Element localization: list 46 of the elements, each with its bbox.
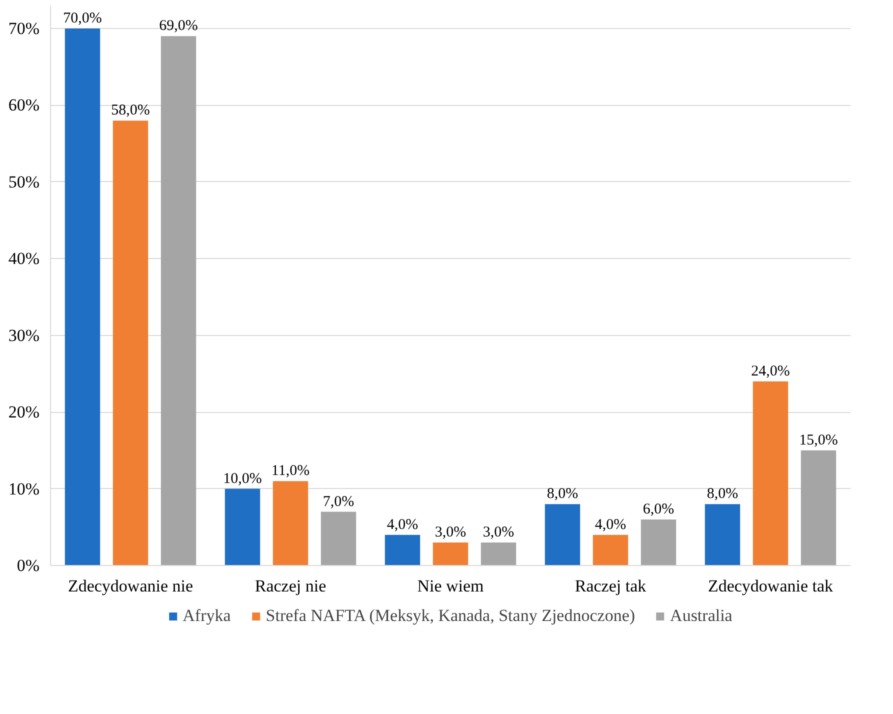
legend-label: Afryka bbox=[182, 606, 231, 626]
data-label: 15,0% bbox=[799, 432, 838, 448]
bar bbox=[64, 28, 100, 566]
y-tick-label: 20% bbox=[8, 402, 40, 422]
bar bbox=[800, 450, 836, 566]
legend-label: Australia bbox=[670, 606, 732, 626]
y-tick-label: 50% bbox=[8, 172, 40, 192]
bar bbox=[112, 120, 148, 566]
bar bbox=[752, 381, 788, 566]
data-label: 4,0% bbox=[594, 516, 626, 533]
data-label: 8,0% bbox=[546, 486, 578, 502]
legend-label: Strefa NAFTA (Meksyk, Kanada, Stany Zjednoczone) bbox=[266, 606, 636, 626]
bar bbox=[480, 542, 516, 566]
x-tick-label: Raczej tak bbox=[574, 576, 647, 596]
y-tick-label: 0% bbox=[16, 556, 40, 575]
bar bbox=[592, 534, 628, 566]
data-label: 3,0% bbox=[434, 524, 466, 540]
bar bbox=[544, 504, 580, 566]
data-label: 58,0% bbox=[111, 102, 150, 119]
data-label: 11,0% bbox=[271, 463, 310, 480]
data-label: 7,0% bbox=[322, 494, 354, 510]
bar bbox=[432, 542, 468, 566]
bar bbox=[640, 519, 676, 566]
data-label: 69,0% bbox=[159, 18, 198, 34]
x-tick-label: Zdecydowanie tak bbox=[708, 576, 834, 596]
bar bbox=[224, 488, 260, 566]
bar bbox=[160, 36, 196, 566]
y-tick-label: 10% bbox=[8, 479, 40, 498]
bar bbox=[704, 504, 740, 566]
data-label: 6,0% bbox=[642, 501, 674, 518]
data-label: 24,0% bbox=[751, 363, 790, 380]
y-tick-label: 60% bbox=[8, 96, 40, 115]
y-tick-label: 30% bbox=[8, 326, 40, 345]
data-label: 3,0% bbox=[482, 524, 514, 540]
bar bbox=[272, 481, 308, 566]
x-tick-label: Nie wiem bbox=[417, 576, 484, 596]
y-tick-label: 70% bbox=[8, 19, 40, 38]
y-tick-label: 40% bbox=[8, 249, 40, 268]
bar bbox=[320, 512, 356, 566]
data-label: 10,0% bbox=[223, 470, 262, 487]
x-tick-label: Raczej nie bbox=[254, 576, 326, 596]
bar bbox=[384, 534, 420, 566]
data-label: 4,0% bbox=[386, 516, 418, 533]
x-tick-label: Zdecydowanie nie bbox=[68, 576, 194, 596]
data-label: 8,0% bbox=[706, 486, 738, 502]
data-label: 70,0% bbox=[63, 10, 102, 27]
